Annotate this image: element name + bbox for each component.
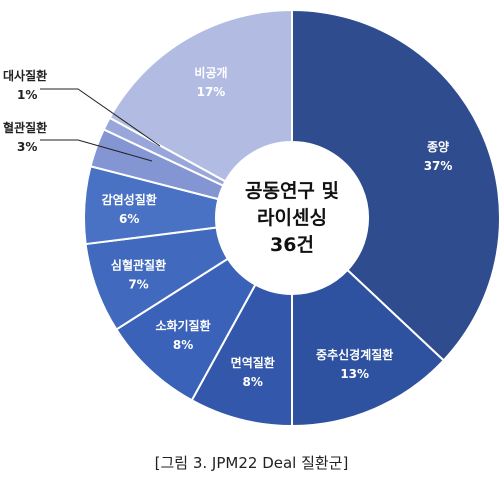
center-label-line-3: 36건 [270, 234, 314, 256]
slice-label-pct: 1% [17, 88, 37, 102]
center-label-line-1: 공동연구 및 [245, 180, 339, 202]
slice-1 [291, 268, 446, 428]
slice-label-name: 대사질환 [3, 68, 47, 83]
slice-label-name: 혈관질환 [3, 120, 47, 135]
leader-line [40, 139, 153, 162]
slice-label-name: 심혈관질환 [111, 257, 166, 272]
donut-hole [216, 142, 368, 294]
slice-0 [291, 8, 501, 362]
slice-label-pct: 6% [119, 212, 139, 226]
slice-label-pct: 8% [243, 375, 263, 389]
leader-lines-group [40, 88, 161, 162]
slice-label-name: 면역질환 [231, 355, 275, 370]
slice-label-pct: 13% [340, 367, 369, 381]
slice-labels-group: 종양 37% 중추신경계질환 13% 면역질환 8% 소화기질환 8% 심혈관질환 7% 감염성질환… [3, 65, 452, 389]
slice-label-name: 중추신경계질환 [316, 347, 393, 362]
slices-group [83, 8, 501, 428]
slice-label-name: 종양 [427, 139, 449, 154]
slice-label-name: 비공개 [194, 65, 227, 80]
slice-label-pct: 37% [424, 159, 453, 173]
figure-caption: [그림 3. JPM22 Deal 질환군] [154, 454, 349, 472]
slice-label-pct: 3% [17, 140, 37, 154]
slice-label-pct: 8% [173, 338, 193, 352]
slice-label-pct: 7% [128, 277, 148, 291]
slice-label-name: 소화기질환 [155, 318, 210, 333]
center-label-line-2: 라이센싱 [257, 207, 327, 229]
leader-line [40, 88, 161, 147]
slice-label-name: 감염성질환 [102, 192, 157, 207]
slice-label-pct: 17% [197, 85, 226, 99]
